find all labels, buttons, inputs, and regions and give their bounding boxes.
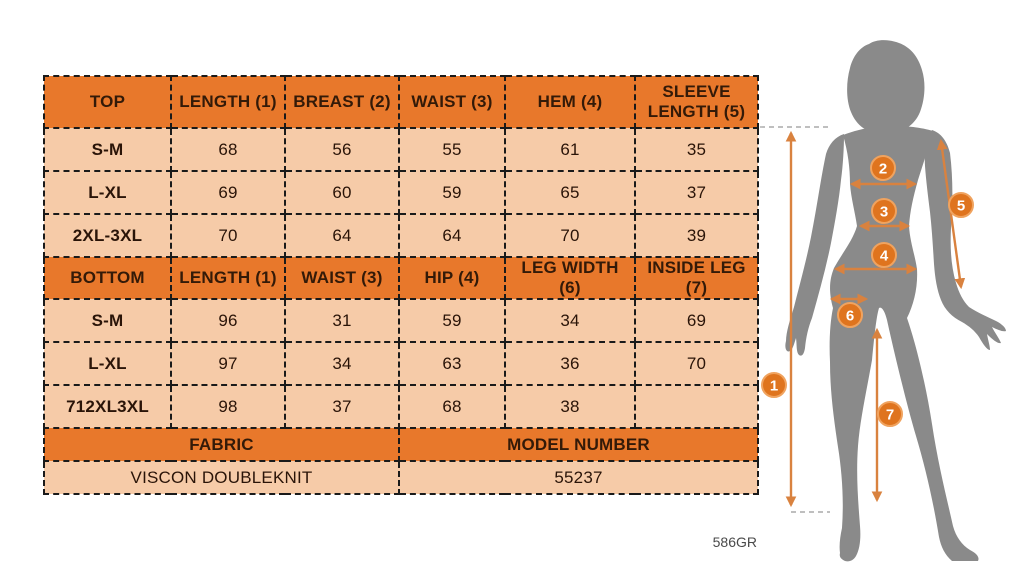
col-header-breast: BREAST (2) <box>284 75 400 129</box>
marker-7: 7 <box>877 401 903 427</box>
model-number-value: 55237 <box>398 460 759 495</box>
col-header-length: LENGTH (1) <box>170 75 286 129</box>
col-header-leg-width: LEG WIDTH (6) <box>504 256 636 300</box>
value-cell: 34 <box>504 298 636 343</box>
marker-7-circle <box>877 401 903 427</box>
col-header-waist: WAIST (3) <box>284 256 400 300</box>
value-cell: 69 <box>170 170 286 215</box>
value-cell: 56 <box>284 127 400 172</box>
fabric-header-row: FABRIC MODEL NUMBER <box>43 427 759 462</box>
col-header-hem: HEM (4) <box>504 75 636 129</box>
bottom-header-row: BOTTOM LENGTH (1) WAIST (3) HIP (4) LEG … <box>43 256 759 300</box>
value-cell: 97 <box>170 341 286 386</box>
silhouette-left-arm <box>785 134 844 356</box>
value-cell: 64 <box>398 213 506 258</box>
marker-2-circle <box>870 155 896 181</box>
value-cell: 64 <box>284 213 400 258</box>
value-cell: 69 <box>634 298 759 343</box>
size-label: 712XL3XL <box>43 384 172 429</box>
size-label: S-M <box>43 127 172 172</box>
value-cell: 68 <box>398 384 506 429</box>
marker-6-number: 6 <box>846 308 854 325</box>
marker-1-number: 1 <box>770 378 778 395</box>
value-cell: 96 <box>170 298 286 343</box>
arrow-sleeve <box>936 138 966 290</box>
table-row: S-M 96 31 59 34 69 <box>43 298 759 343</box>
value-cell: 34 <box>284 341 400 386</box>
top-header-row: TOP LENGTH (1) BREAST (2) WAIST (3) HEM … <box>43 75 759 129</box>
value-cell: 68 <box>170 127 286 172</box>
table-row: 2XL-3XL 70 64 64 70 39 <box>43 213 759 258</box>
style-code: 586GR <box>712 534 757 550</box>
measurement-figure: 1 2 3 4 5 6 7 <box>760 40 1006 562</box>
size-chart-table: TOP LENGTH (1) BREAST (2) WAIST (3) HEM … <box>43 75 759 495</box>
value-cell: 55 <box>398 127 506 172</box>
marker-2: 2 <box>870 155 896 181</box>
value-cell: 39 <box>634 213 759 258</box>
marker-3-number: 3 <box>880 204 888 221</box>
female-silhouette <box>785 40 1006 562</box>
col-header-waist: WAIST (3) <box>398 75 506 129</box>
marker-1: 1 <box>761 372 787 398</box>
value-cell: 37 <box>284 384 400 429</box>
value-cell: 70 <box>170 213 286 258</box>
value-cell: 63 <box>398 341 506 386</box>
fabric-label: FABRIC <box>43 427 400 462</box>
col-header-inside-leg: INSIDE LEG (7) <box>634 256 759 300</box>
marker-5: 5 <box>948 192 974 218</box>
marker-3-circle <box>871 198 897 224</box>
value-cell: 31 <box>284 298 400 343</box>
value-cell: 59 <box>398 170 506 215</box>
marker-2-number: 2 <box>879 161 887 178</box>
model-number-label: MODEL NUMBER <box>398 427 759 462</box>
size-label: S-M <box>43 298 172 343</box>
marker-1-circle <box>761 372 787 398</box>
value-cell: 59 <box>398 298 506 343</box>
table-row: L-XL 97 34 63 36 70 <box>43 341 759 386</box>
value-cell: 65 <box>504 170 636 215</box>
marker-7-number: 7 <box>886 407 894 424</box>
marker-5-number: 5 <box>957 198 965 215</box>
silhouette-right-arm <box>924 130 1006 350</box>
marker-6-circle <box>837 302 863 328</box>
measurement-arrows <box>785 130 966 508</box>
table-row: S-M 68 56 55 61 35 <box>43 127 759 172</box>
size-label: L-XL <box>43 170 172 215</box>
marker-4: 4 <box>871 242 897 268</box>
value-cell <box>634 384 759 429</box>
table-row: 712XL3XL 98 37 68 38 <box>43 384 759 429</box>
fabric-value-row: VISCON DOUBLEKNIT 55237 <box>43 460 759 495</box>
col-header-sleeve-length: SLEEVE LENGTH (5) <box>634 75 759 129</box>
value-cell: 35 <box>634 127 759 172</box>
size-label: 2XL-3XL <box>43 213 172 258</box>
value-cell: 38 <box>504 384 636 429</box>
marker-4-number: 4 <box>880 248 889 265</box>
silhouette-hair <box>847 40 925 135</box>
fabric-value: VISCON DOUBLEKNIT <box>43 460 400 495</box>
marker-6: 6 <box>837 302 863 328</box>
value-cell: 70 <box>504 213 636 258</box>
value-cell: 70 <box>634 341 759 386</box>
top-section-label: TOP <box>43 75 172 129</box>
marker-5-circle <box>948 192 974 218</box>
col-header-hip: HIP (4) <box>398 256 506 300</box>
marker-3: 3 <box>871 198 897 224</box>
measurement-markers: 1 2 3 4 5 6 7 <box>761 155 974 427</box>
value-cell: 61 <box>504 127 636 172</box>
value-cell: 37 <box>634 170 759 215</box>
value-cell: 98 <box>170 384 286 429</box>
value-cell: 60 <box>284 170 400 215</box>
marker-4-circle <box>871 242 897 268</box>
value-cell: 36 <box>504 341 636 386</box>
size-label: L-XL <box>43 341 172 386</box>
silhouette-body <box>829 125 979 562</box>
table-row: L-XL 69 60 59 65 37 <box>43 170 759 215</box>
col-header-length: LENGTH (1) <box>170 256 286 300</box>
bottom-section-label: BOTTOM <box>43 256 172 300</box>
